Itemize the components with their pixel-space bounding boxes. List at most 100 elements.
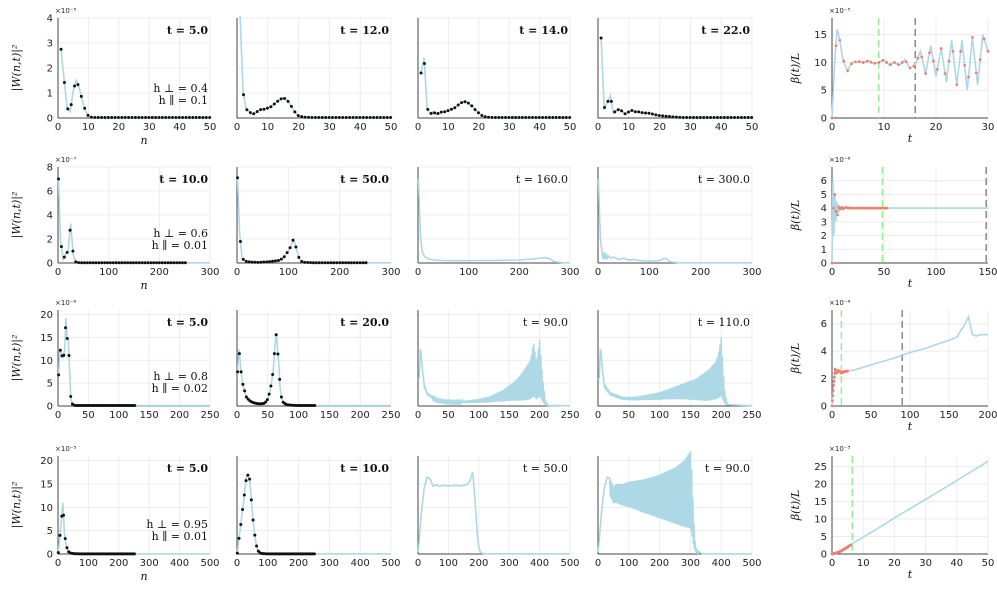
x-tick-label: 100 [439, 558, 458, 569]
wavefunction-data-point [681, 115, 685, 119]
beta-data-point [830, 404, 834, 408]
wavefunction-data-point [194, 116, 198, 119]
x-tick-label: 300 [681, 558, 700, 569]
beta-data-point [967, 75, 970, 79]
wavefunction-data-point [236, 370, 240, 374]
panel-r1-c3: 0 100 200 300 t = 300.0 [595, 166, 762, 278]
x-tick-label: 0 [415, 410, 421, 421]
wavefunction-data-point [172, 261, 176, 265]
x-tick-label: 300 [320, 558, 339, 569]
y-axis-label: β(t)/L [789, 490, 802, 521]
wavefunction-data-point [208, 116, 212, 119]
wavefunction-curve [598, 337, 753, 407]
wavefunction-data-point [293, 110, 297, 114]
x-tick-label: 50 [622, 410, 635, 421]
y-axis-label: |W(n,t)|² [10, 192, 24, 239]
wavefunction-data-point [503, 116, 507, 119]
y-axis-label: |W(n,t)|² [10, 482, 24, 529]
wavefunction-data-point [493, 116, 497, 119]
beta-data-point [842, 59, 846, 63]
wavefunction-data-point [341, 261, 345, 265]
y-tick-label: 6 [821, 176, 827, 187]
x-axis-label: n [140, 279, 147, 292]
wavefunction-data-point [346, 261, 350, 265]
axis-exponent: ×10⁻³ [829, 445, 850, 453]
x-tick-label: 100 [279, 267, 298, 278]
x-tick-label: 300 [140, 558, 159, 569]
wavefunction-data-point [244, 395, 248, 399]
wavefunction-data-point [66, 107, 70, 111]
wavefunction-data-point [265, 106, 269, 110]
beta-data-point [978, 58, 982, 62]
beta-data-point [846, 69, 849, 73]
y-tick-label: 5 [47, 379, 53, 390]
wavefunction-data-point [344, 261, 348, 265]
wavefunction-data-point [157, 116, 161, 119]
wavefunction-data-point [480, 114, 484, 117]
wavefunction-data-point [349, 261, 353, 265]
wavefunction-data-point [114, 261, 118, 265]
x-tick-label: 0 [415, 558, 421, 569]
wavefunction-data-point [127, 116, 131, 119]
x-tick-label: 400 [351, 558, 370, 569]
wavefunction-data-point [344, 116, 348, 119]
x-tick-label: 400 [170, 558, 189, 569]
wavefunction-data-point [726, 116, 730, 119]
beta-data-point [947, 59, 951, 63]
wavefunction-data-point [134, 261, 138, 265]
x-tick-label: 10 [442, 122, 455, 133]
wavefunction-data-point [265, 260, 269, 264]
x-tick-label: 0 [595, 122, 601, 133]
wavefunction-data-point [178, 261, 182, 265]
wavefunction-data-point [252, 112, 256, 116]
wavefunction-data-point [678, 115, 682, 119]
wavefunction-data-point [313, 116, 317, 119]
wavefunction-data-point [271, 259, 275, 263]
y-tick-label: 20 [40, 310, 53, 321]
x-tick-label: 30 [503, 122, 516, 133]
x-tick-label: 400 [712, 558, 731, 569]
wavefunction-data-point [283, 97, 287, 101]
wavefunction-data-point [303, 115, 307, 119]
wavefunction-data-point [466, 101, 470, 105]
wavefunction-data-point [294, 245, 298, 249]
wavefunction-data-point [531, 116, 535, 119]
wavefunction-data-point [137, 116, 141, 119]
y-tick-label: 4 [47, 211, 53, 222]
x-tick-label: 20 [888, 558, 901, 569]
panel-r1-c0: 0 100 200 300 0 2 4 6 8×10⁻⁷ t = 10.0 h ⊥ = 0.6h ∥… [10, 156, 220, 292]
wavefunction-curve [420, 57, 570, 119]
wavefunction-data-point [108, 261, 112, 265]
wavefunction-data-point [106, 261, 110, 265]
x-tick-label: 300 [500, 558, 519, 569]
panel-r2-c3: 0 50 100 150 200 250 t = 110.0 [595, 310, 762, 421]
wavefunction-data-point [661, 114, 665, 118]
wavefunction-data-point [253, 533, 257, 537]
wavefunction-curve [417, 472, 571, 555]
x-tick-label: 100 [926, 267, 945, 278]
beta-data-point [951, 49, 955, 53]
wavefunction-data-point [330, 116, 334, 119]
wavefunction-data-point [259, 108, 263, 112]
wavefunction-data-point [297, 255, 301, 259]
wavefunction-data-point [56, 551, 60, 555]
y-tick-label: 10 [814, 58, 827, 69]
beta-data-point [943, 72, 947, 75]
y-tick-label: 2 [47, 235, 53, 246]
x-tick-label: 100 [258, 558, 277, 569]
panel-title: t = 110.0 [698, 316, 750, 329]
beta-data-point [885, 206, 889, 210]
beta-data-point [881, 58, 885, 62]
wavefunction-data-point [453, 106, 457, 110]
wavefunction-data-point [273, 259, 277, 263]
panel-r0-c4: 0 10 20 30 0 5 10 15 ×10⁻⁵ t β(t)/L [789, 7, 994, 145]
wavefunction-data-point [303, 260, 307, 264]
wavefunction-data-point [554, 116, 558, 119]
wavefunction-data-point [244, 479, 248, 483]
beta-data-point [963, 63, 966, 67]
wavefunction-data-point [654, 113, 658, 117]
wavefunction-data-point [62, 80, 66, 84]
y-tick-label: 5 [47, 526, 53, 537]
wavefunction-data-point [244, 259, 248, 263]
beta-data-point [832, 375, 836, 379]
